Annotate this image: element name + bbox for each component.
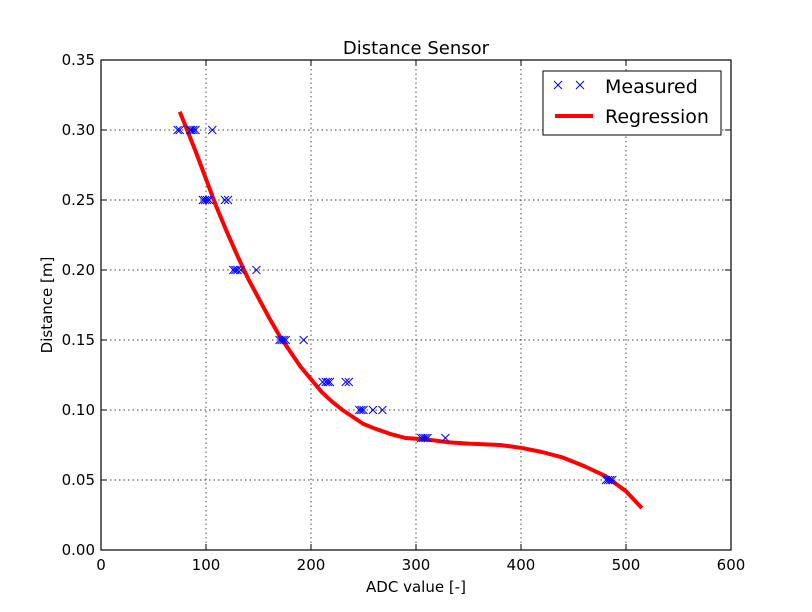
measured-point xyxy=(277,335,286,345)
measured-point xyxy=(416,433,426,443)
measured-point xyxy=(186,125,196,135)
measured-point xyxy=(359,405,368,415)
x-tick-label: 500 xyxy=(612,556,641,574)
chart-title: Distance Sensor xyxy=(343,38,490,59)
y-tick-label: 0.30 xyxy=(62,121,95,139)
measured-point xyxy=(236,265,246,275)
measured-point xyxy=(421,433,430,443)
measured-point xyxy=(357,405,366,415)
measured-point xyxy=(228,265,238,275)
measured-point xyxy=(173,125,183,135)
legend-marker-measured xyxy=(553,80,585,90)
x-tick-label: 600 xyxy=(717,556,746,574)
measured-point xyxy=(325,377,335,387)
measured-point xyxy=(441,433,450,443)
y-tick-label: 0.20 xyxy=(62,261,95,279)
measured-point xyxy=(354,405,364,415)
measured-point xyxy=(198,195,208,205)
legend-label-measured: Measured xyxy=(605,76,698,98)
measured-point xyxy=(191,125,200,135)
tick-layer: 0 100 200 300 400 500 600 0.00 0.05 0.10 0.15 0.20 0… xyxy=(62,51,746,574)
legend: Measured Regression xyxy=(542,70,722,136)
measured-point xyxy=(204,195,214,205)
legend-label-regression: Regression xyxy=(605,106,709,128)
measured-point xyxy=(281,335,291,345)
measured-point xyxy=(252,265,261,275)
measured-point xyxy=(603,475,613,485)
y-tick-label: 0.15 xyxy=(62,331,95,349)
y-tick-label: 0.05 xyxy=(62,471,95,489)
measured-point xyxy=(321,377,331,387)
measured-point xyxy=(378,405,387,415)
measured-point xyxy=(202,195,212,205)
x-tick-label: 300 xyxy=(402,556,431,574)
measured-point xyxy=(341,377,351,387)
y-tick-label: 0.35 xyxy=(62,51,95,69)
measured-point xyxy=(605,475,615,485)
measured-point xyxy=(601,475,611,485)
x-tick-label: 400 xyxy=(507,556,536,574)
x-tick-label: 0 xyxy=(96,556,106,574)
measured-point xyxy=(207,125,217,135)
x-axis-label: ADC value [-] xyxy=(366,578,466,596)
measured-point xyxy=(344,377,354,387)
measured-point xyxy=(233,265,242,275)
measured-point xyxy=(189,125,198,135)
x-tick-label: 200 xyxy=(297,556,326,574)
measured-point xyxy=(220,195,230,205)
y-tick-label: 0.10 xyxy=(62,401,95,419)
measured-point xyxy=(418,433,428,443)
series-layer xyxy=(173,111,644,510)
measured-point xyxy=(423,433,432,443)
y-axis-label: Distance [m] xyxy=(38,257,56,354)
x-tick-label: 100 xyxy=(192,556,221,574)
regression-line xyxy=(177,111,644,510)
measured-point xyxy=(323,377,333,387)
measured-point xyxy=(275,335,284,345)
measured-point xyxy=(223,195,233,205)
y-tick-label: 0.25 xyxy=(62,191,95,209)
y-tick-label: 0.00 xyxy=(62,541,95,559)
grid-layer xyxy=(101,60,731,550)
measured-point xyxy=(279,335,289,345)
measured-point xyxy=(299,335,309,345)
measured-point xyxy=(607,475,617,485)
measured-point xyxy=(368,405,378,415)
legend-box xyxy=(542,70,722,136)
measured-point xyxy=(200,195,210,205)
measured-point xyxy=(175,125,185,135)
